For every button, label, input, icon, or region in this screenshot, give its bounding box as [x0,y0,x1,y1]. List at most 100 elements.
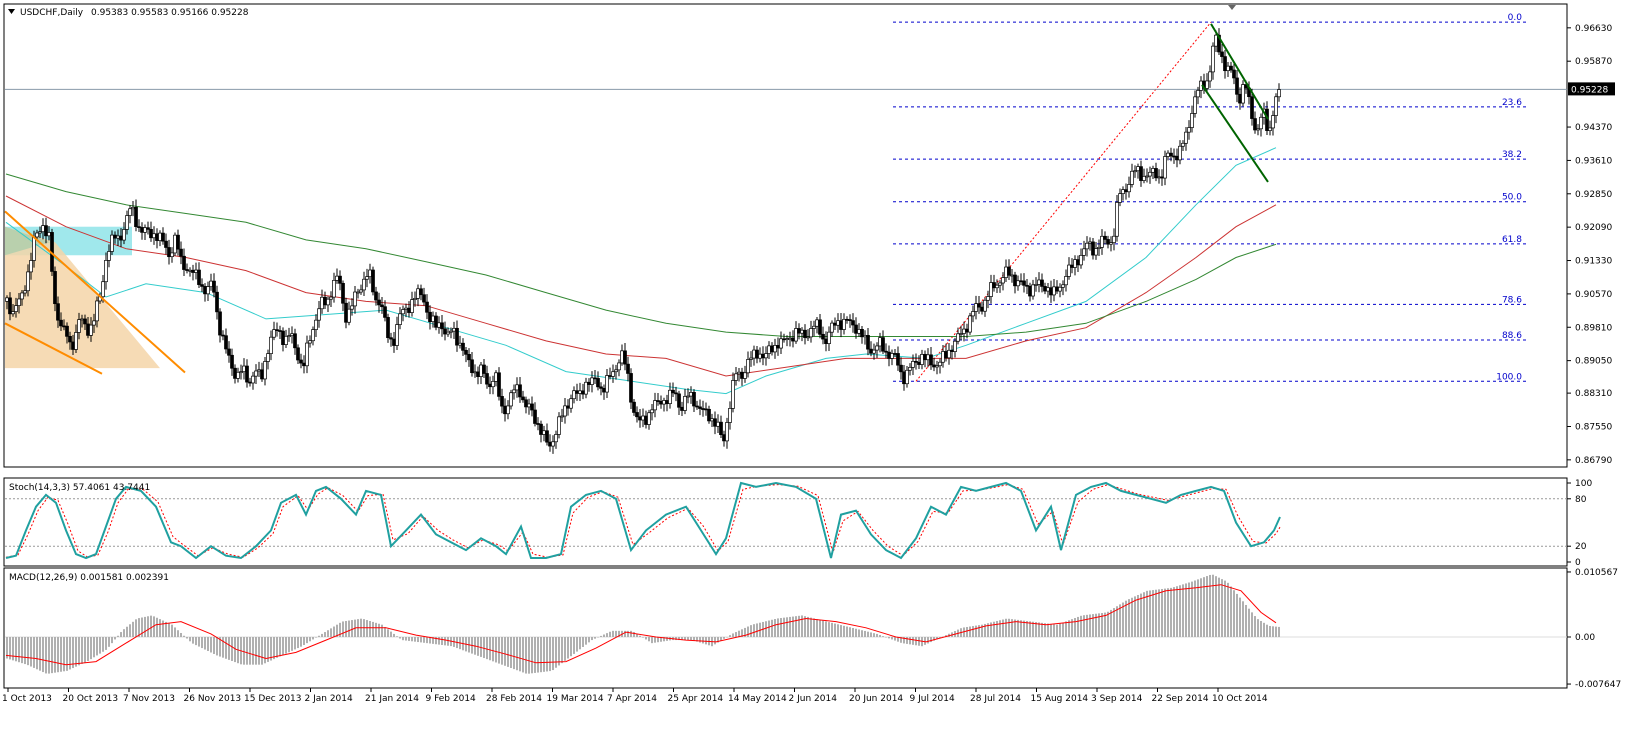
bull-candle [767,345,771,354]
macd-histogram-bar [1128,599,1130,637]
macd-histogram-bar [1269,626,1271,637]
macd-histogram-bar [789,616,791,637]
bull-candle [908,366,912,371]
bull-candle [1211,45,1215,73]
macd-histogram-bar [999,620,1001,637]
bear-candle [341,282,345,304]
macd-histogram-bar [321,633,323,637]
macd-histogram-bar [1236,593,1238,637]
macd-histogram-bar [51,636,53,674]
macd-histogram-bar [1179,585,1181,637]
macd-histogram-bar [222,636,224,658]
bear-candle [665,400,669,405]
main-price-pane[interactable]: 0.0 23.6 38.2 50.0 61.8 78.6 88.6 100.0 0.96630… [3,3,1615,468]
macd-histogram-bar [1086,614,1088,637]
macd-histogram-bar [1239,597,1241,637]
macd-histogram-bar [372,621,374,637]
macd-histogram-bar [333,626,335,637]
macd-histogram-bar [246,636,248,665]
bull-candle [1052,286,1056,296]
bear-candle [44,225,48,237]
macd-histogram-bar [714,636,716,645]
time-tick-label: 3 Sep 2014 [1091,694,1143,704]
bear-candle [380,304,384,308]
macd-histogram-bar [1218,577,1220,637]
bull-candle [1163,156,1167,179]
bear-candle [575,390,579,394]
bull-candle [1082,248,1086,256]
bear-candle [224,335,228,350]
macd-histogram-bar [114,636,116,640]
macd-histogram-bar [975,625,977,637]
bear-candle [1229,65,1233,71]
macd-histogram-bar [1155,589,1157,637]
bull-candle [584,381,588,395]
macd-histogram-bar [12,636,14,661]
macd-pane[interactable]: 0.010567 0.00 -0.007647 MACD(12,26,9) 0.00… [3,567,1621,690]
macd-histogram-bar [1176,586,1178,637]
macd-histogram-bar [162,620,164,637]
bear-candle [221,334,225,337]
macd-tick-label: -0.007647 [1575,680,1621,690]
macd-histogram-bar [1209,574,1211,637]
bull-candle [287,335,291,338]
bull-candle [1121,189,1125,195]
stoch-signal-line [5,484,1281,558]
bull-candle [653,400,657,411]
time-tick-label: 26 Nov 2013 [184,694,242,704]
bull-candle [1181,142,1185,147]
bull-candle [953,340,957,352]
bull-candle [143,227,147,233]
macd-histogram-bar [1065,621,1067,637]
chart-menu-icon[interactable] [8,9,15,14]
macd-histogram-bar [378,623,380,637]
bull-candle [1010,274,1014,277]
stochastic-pane[interactable]: 100 80 20 0 Stoch(14,3,3) 57.4061 43.7441 [3,477,1592,568]
macd-histogram-bar [639,635,641,637]
bull-candle [1097,246,1101,249]
bear-candle [113,234,117,239]
macd-histogram-bar [504,636,506,666]
bull-candle [38,231,42,234]
macd-histogram-bar [1191,581,1193,637]
macd-histogram-bar [33,636,35,668]
bull-candle [305,342,309,367]
bull-candle [590,377,594,385]
macd-histogram-bar [729,635,731,637]
bear-candle [530,403,534,411]
macd-histogram-bar [174,627,176,637]
price-axis: 0.96630 0.95870 0.94370 0.93610 0.92850 0.920… [1567,24,1615,466]
bull-candle [878,337,882,347]
macd-histogram-bar [213,636,215,654]
macd-histogram-bar [642,636,644,638]
macd-histogram-bar [675,636,677,641]
bull-candle [446,331,450,335]
macd-histogram-bar [1161,588,1163,637]
bull-candle [926,354,930,361]
macd-histogram-bar [438,636,440,645]
bull-candle [107,251,111,261]
macd-histogram-bar [195,636,197,646]
bear-candle [464,349,468,355]
bull-candle [911,361,915,368]
bull-candle [515,384,519,391]
macd-histogram-bar [510,636,512,668]
bear-candle [881,337,885,352]
bull-candle [1133,170,1137,173]
macd-histogram-bar [765,621,767,637]
bull-candle [410,299,414,313]
macd-histogram-bar [393,633,395,637]
bull-candle [857,328,861,334]
bear-candle [896,353,900,366]
bull-candle [329,296,333,300]
bear-candle [62,325,66,328]
macd-histogram-bar [444,636,446,646]
bear-candle [179,248,183,257]
bear-candle [1106,239,1110,245]
macd-histogram-bar [981,624,983,637]
bull-candle [353,291,357,307]
bull-candle [1127,184,1131,193]
bull-candle [1067,264,1071,277]
macd-histogram-bar [1278,626,1280,637]
